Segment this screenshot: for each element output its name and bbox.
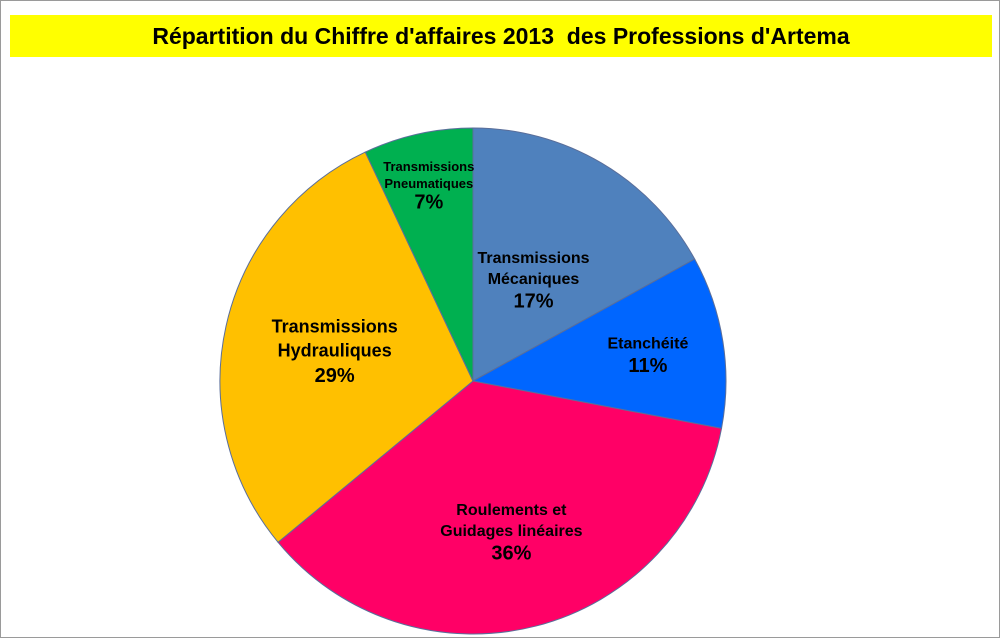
pie-slice-3 <box>277 380 723 635</box>
slice-label-5: Transmissions Pneumatiques 7% <box>383 159 474 214</box>
slice-label-2: Etanchéité 11% <box>607 335 688 376</box>
slice-label-3: Roulements et Guidages linéaires 36% <box>440 502 582 564</box>
slice-name-line: Pneumatiques <box>384 176 473 191</box>
pie-slices <box>219 127 727 635</box>
slice-value-label: 36% <box>491 543 531 565</box>
pie-slice-2 <box>471 258 727 429</box>
pie-slice-1 <box>472 127 696 382</box>
slice-value-label: 11% <box>628 355 667 377</box>
slice-label-4: Transmissions Hydrauliques 29% <box>272 316 398 387</box>
slice-name-line: Etanchéité <box>607 335 688 352</box>
pie-slice-4 <box>219 151 474 543</box>
slice-name-line: Hydrauliques <box>278 340 392 360</box>
slice-value-label: 7% <box>414 192 443 214</box>
chart-title: Répartition du Chiffre d'affaires 2013 d… <box>152 22 850 49</box>
slice-name-line: Transmissions <box>272 316 398 336</box>
pie-labels: Transmissions Mécaniques 17% Etanchéité 11% R… <box>272 159 689 565</box>
pie-slice-5 <box>364 127 474 382</box>
chart-title-bar: Répartition du Chiffre d'affaires 2013 d… <box>10 15 992 57</box>
slice-name-line: Transmissions <box>477 250 589 267</box>
slice-value-label: 29% <box>315 365 355 387</box>
slice-name-line: Transmissions <box>383 159 474 174</box>
slice-name-line: Guidages linéaires <box>440 523 582 540</box>
slice-name-line: Roulements et <box>456 502 567 519</box>
slice-value-label: 17% <box>513 291 553 313</box>
slice-name-line: Mécaniques <box>488 271 580 288</box>
slice-label-1: Transmissions Mécaniques 17% <box>477 250 589 312</box>
